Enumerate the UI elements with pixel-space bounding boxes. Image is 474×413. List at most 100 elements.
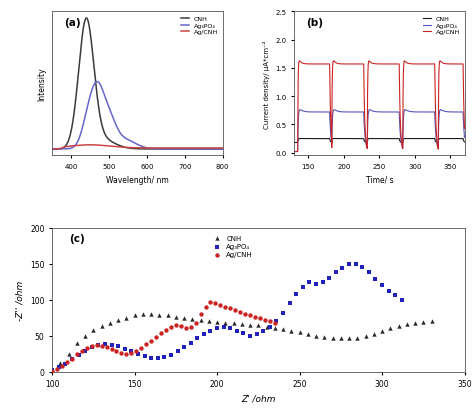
CNH: [279, 326, 287, 332]
Ag/CNH: [108, 346, 115, 353]
CNH: [65, 350, 73, 357]
Ag₃PO₄: [279, 309, 287, 316]
Ag/CNH: [147, 337, 155, 344]
Ag/CNH: [266, 318, 273, 325]
Text: (a): (a): [64, 18, 81, 28]
Ag₃PO₄: [161, 354, 168, 361]
Ag₃PO₄: [392, 292, 399, 298]
Ag/CNH: [136, 146, 142, 151]
X-axis label: Time/ s: Time/ s: [365, 175, 393, 184]
CNH: [296, 329, 303, 335]
Ag₃PO₄: [253, 331, 261, 338]
Ag₃PO₄: [193, 335, 201, 342]
Ag/CNH: [118, 350, 125, 356]
CNH: [180, 315, 188, 321]
CNH: [308, 137, 313, 142]
CNH: [139, 311, 146, 318]
Ag/CNH: [68, 356, 76, 362]
CNH: [419, 319, 427, 325]
Ag₃PO₄: [233, 328, 241, 334]
Ag/CNH: [298, 61, 304, 66]
Ag₃PO₄: [131, 141, 137, 146]
Ag/CNH: [291, 150, 297, 154]
Ag/CNH: [221, 304, 229, 310]
CNH: [131, 147, 137, 152]
Ag₃PO₄: [121, 346, 128, 353]
Ag/CNH: [227, 305, 234, 312]
Ag₃PO₄: [114, 343, 122, 350]
Ag₃PO₄: [190, 147, 195, 152]
CNH: [329, 335, 337, 341]
Ag/CNH: [222, 146, 228, 151]
Ag₃PO₄: [462, 135, 467, 140]
Ag/CNH: [131, 146, 137, 151]
Ag₃PO₄: [82, 348, 89, 354]
Ag₃PO₄: [94, 342, 102, 349]
CNH: [362, 333, 369, 340]
CNH: [172, 314, 180, 320]
Ag/CNH: [261, 317, 269, 323]
Line: Ag₃PO₄: Ag₃PO₄: [52, 82, 230, 150]
Ag₃PO₄: [453, 110, 458, 115]
Ag/CNH: [73, 351, 81, 358]
Ag₃PO₄: [306, 279, 313, 286]
Ag₃PO₄: [75, 352, 82, 358]
CNH: [106, 320, 114, 326]
Ag₃PO₄: [94, 80, 100, 85]
Ag₃PO₄: [222, 147, 228, 152]
CNH: [345, 335, 353, 342]
CNH: [263, 324, 270, 330]
Line: Ag/CNH: Ag/CNH: [52, 145, 230, 150]
Ag₃PO₄: [398, 297, 406, 303]
Ag₃PO₄: [227, 147, 233, 152]
X-axis label: Z' /ohm: Z' /ohm: [241, 394, 275, 403]
Ag/CNH: [132, 348, 140, 354]
CNH: [428, 318, 435, 325]
Ag/CNH: [212, 300, 219, 307]
CNH: [227, 147, 233, 152]
Line: Ag/CNH: Ag/CNH: [294, 62, 465, 152]
Ag₃PO₄: [292, 150, 298, 154]
CNH: [312, 332, 320, 339]
CNH: [291, 141, 297, 146]
Ag₃PO₄: [220, 324, 228, 330]
Line: CNH: CNH: [52, 19, 230, 150]
CNH: [288, 328, 295, 334]
Text: (b): (b): [306, 18, 323, 28]
Ag/CNH: [325, 62, 330, 67]
Ag₃PO₄: [365, 269, 373, 276]
Ag₃PO₄: [213, 325, 221, 332]
Ag/CNH: [58, 363, 66, 369]
Legend: CNH, Ag₃PO₄, Ag/CNH: CNH, Ag₃PO₄, Ag/CNH: [212, 234, 255, 259]
CNH: [403, 321, 410, 328]
Ag₃PO₄: [332, 269, 340, 276]
Ag₃PO₄: [286, 300, 293, 307]
Ag/CNH: [301, 62, 307, 67]
CNH: [197, 317, 204, 323]
CNH: [56, 360, 64, 366]
CNH: [453, 137, 458, 142]
Ag₃PO₄: [55, 364, 63, 371]
Ag/CNH: [172, 323, 180, 329]
Ag/CNH: [113, 348, 120, 355]
CNH: [147, 311, 155, 318]
Ag/CNH: [142, 341, 150, 348]
Text: (c): (c): [69, 234, 84, 244]
CNH: [164, 312, 172, 319]
CNH: [222, 147, 228, 152]
CNH: [58, 147, 64, 152]
Ag₃PO₄: [246, 332, 254, 339]
Ag/CNH: [231, 307, 239, 314]
Ag/CNH: [202, 304, 210, 310]
Ag/CNH: [53, 366, 61, 372]
CNH: [131, 312, 138, 319]
Ag₃PO₄: [352, 261, 359, 267]
CNH: [320, 334, 328, 340]
Ag₃PO₄: [292, 291, 300, 297]
Ag/CNH: [88, 343, 96, 350]
Ag₃PO₄: [259, 328, 267, 335]
CNH: [304, 331, 311, 338]
CNH: [298, 137, 304, 142]
CNH: [190, 147, 195, 152]
Ag₃PO₄: [147, 355, 155, 361]
